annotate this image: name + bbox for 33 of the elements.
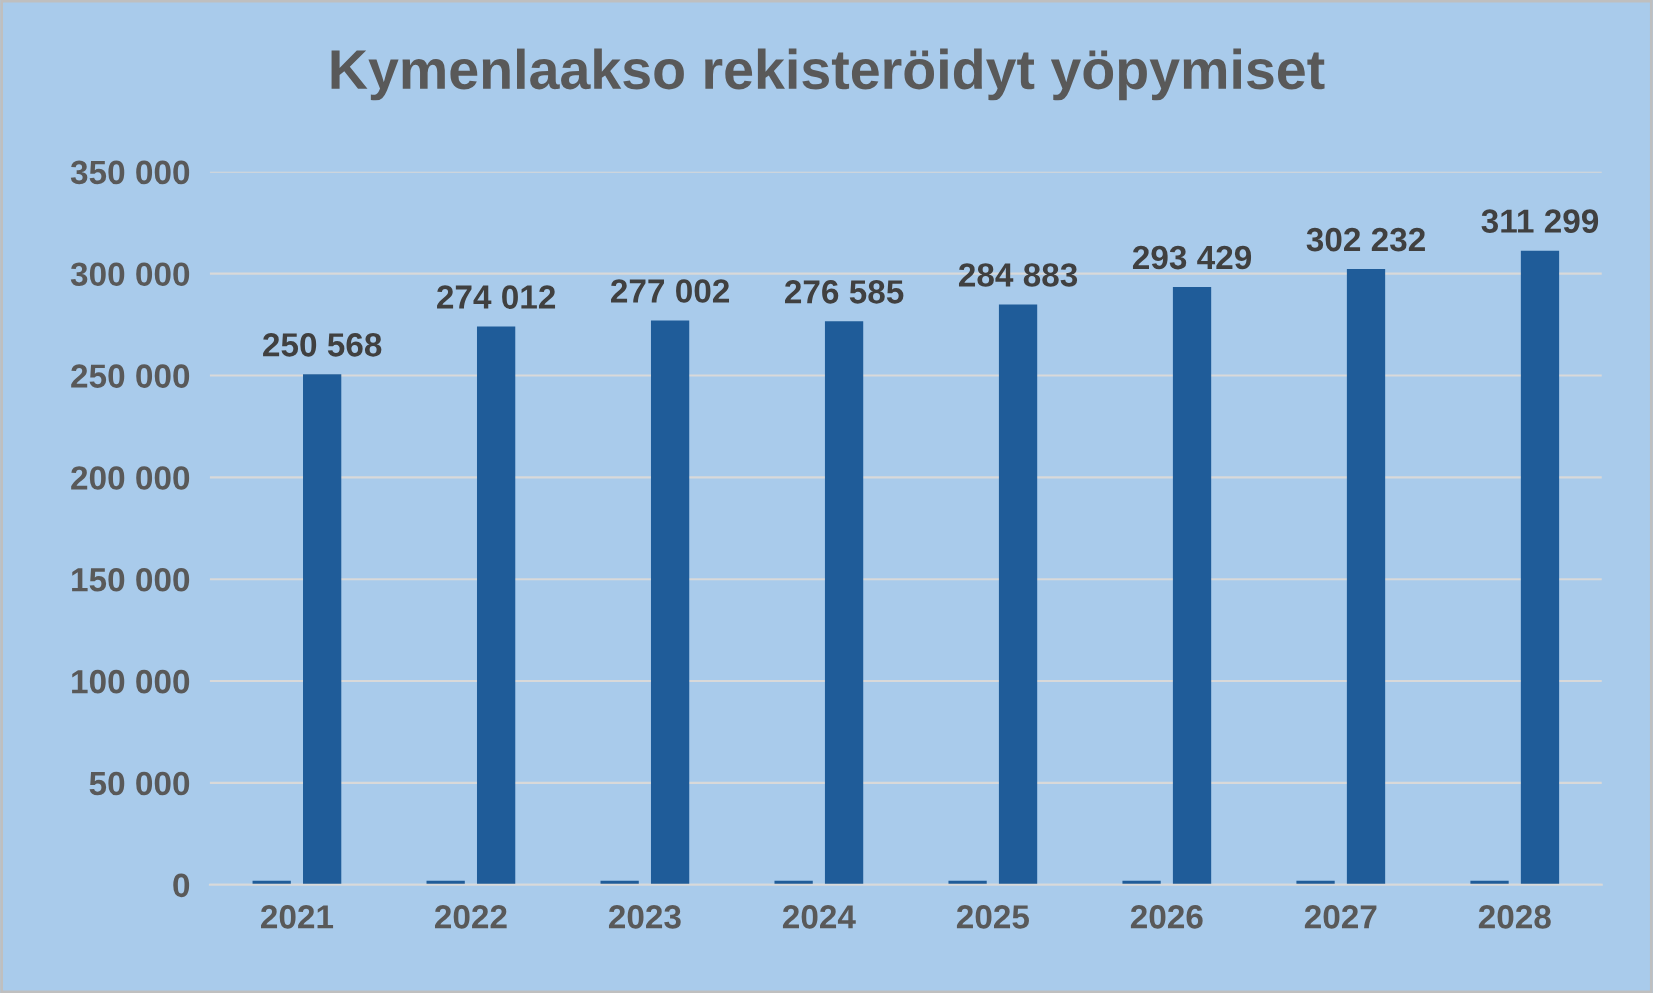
bar xyxy=(476,326,516,885)
x-tick-label: 2028 xyxy=(1478,905,1551,929)
bar xyxy=(824,321,864,885)
x-tick-label: 2024 xyxy=(782,905,856,929)
y-tick-label: 100 000 xyxy=(72,669,190,694)
x-tick-label: 2023 xyxy=(608,905,681,929)
bar xyxy=(650,320,690,885)
data-label: 274 012 xyxy=(437,285,556,309)
data-label: 302 232 xyxy=(1306,227,1425,252)
y-tick-label: 200 000 xyxy=(71,466,190,490)
bar xyxy=(1346,269,1386,885)
y-tick-label: 350 000 xyxy=(70,160,190,185)
data-label: 276 585 xyxy=(785,280,904,304)
bar xyxy=(1172,287,1212,885)
y-tick-label: 0 xyxy=(173,873,190,898)
data-label: 277 002 xyxy=(611,279,730,303)
y-tick-label: 250 000 xyxy=(71,364,190,388)
x-tick-label: 2025 xyxy=(956,905,1029,929)
data-label: 250 568 xyxy=(263,333,382,357)
x-tick-label: 2022 xyxy=(434,905,507,929)
x-tick-label: 2027 xyxy=(1304,905,1377,929)
y-tick-label: 50 000 xyxy=(89,771,190,796)
bar xyxy=(998,304,1038,885)
x-tick-label: 2021 xyxy=(261,905,334,929)
chart-title: Kymenlaakso rekisteröidyt yöpymiset xyxy=(331,48,1325,101)
data-label: 284 883 xyxy=(958,263,1078,287)
bar xyxy=(1520,250,1560,885)
data-label: 293 429 xyxy=(1132,245,1252,270)
y-tick-label: 150 000 xyxy=(72,568,190,592)
bar xyxy=(303,374,342,885)
data-label: 311 299 xyxy=(1481,209,1599,233)
y-tick-label: 300 000 xyxy=(70,262,190,287)
x-tick-label: 2026 xyxy=(1130,905,1203,929)
